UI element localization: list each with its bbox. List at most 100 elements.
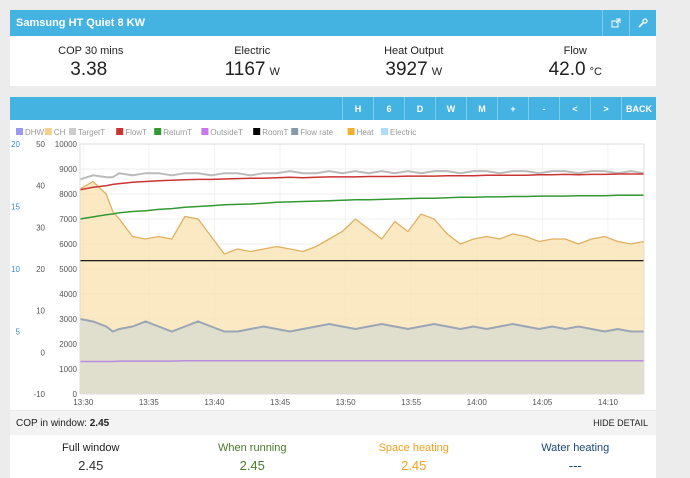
y-tick-power: 3000 <box>59 315 77 324</box>
y-tick-power: 10000 <box>55 140 78 149</box>
stat-label: COP 30 mins <box>58 45 124 57</box>
stat-flow: Flow 42.0 °C <box>495 36 657 86</box>
stat-value: 3927 <box>385 59 428 80</box>
range-month-button[interactable]: M <box>466 97 497 120</box>
summary-value: --- <box>568 458 582 473</box>
legend-swatch <box>69 128 76 135</box>
range-hour-button[interactable]: H <box>342 97 373 120</box>
stat-electric: Electric 1167 W <box>172 36 334 86</box>
y-tick-temp: 50 <box>36 140 45 149</box>
legend-item: TargetT <box>78 128 105 137</box>
stat-label: Heat Output <box>384 45 444 57</box>
summary-label: Full window <box>62 442 120 454</box>
zoom-out-button[interactable]: - <box>528 97 559 120</box>
y-tick-power: 2000 <box>59 340 77 349</box>
legend-swatch <box>253 128 261 135</box>
page-title: Samsung HT Quiet 8 KW <box>16 17 145 29</box>
cop-window-bar: COP in window: 2.45 HIDE DETAIL <box>10 411 656 435</box>
zoom-in-button[interactable]: + <box>497 97 528 120</box>
x-tick: 14:00 <box>467 398 488 407</box>
x-tick: 13:50 <box>336 398 357 407</box>
series-outsidet-line <box>80 359 644 363</box>
summary-value: 2.45 <box>239 458 265 473</box>
summary-full-window: Full window 2.45 <box>10 435 172 478</box>
graph-controls: H 6 D W M + - < > BACK <box>10 97 656 120</box>
summary-when-running: When running 2.45 <box>172 435 334 478</box>
pan-right-button[interactable]: > <box>590 97 621 120</box>
range-6h-button[interactable]: 6 <box>373 97 404 120</box>
range-day-button[interactable]: D <box>404 97 435 120</box>
stat-value: 42.0 <box>548 59 586 80</box>
y-tick-flow: 15 <box>11 203 20 212</box>
summary-value: 2.45 <box>78 458 104 473</box>
series-heat-line <box>79 180 645 255</box>
series-electric-area <box>80 319 644 394</box>
live-stats: COP 30 mins 3.38 Electric 1167 W Heat Out… <box>10 36 656 86</box>
y-tick-power: 6000 <box>59 240 77 249</box>
legend-swatch <box>347 128 355 135</box>
legend-swatch <box>381 128 388 135</box>
summary-label: Space heating <box>378 442 449 454</box>
legend-swatch <box>116 128 124 135</box>
summary-label: Water heating <box>541 442 610 454</box>
range-week-button[interactable]: W <box>435 97 466 120</box>
y-tick-temp: 30 <box>36 223 45 232</box>
legend-item: FlowT <box>125 128 147 137</box>
y-tick-power: 0 <box>73 390 78 399</box>
y-tick-power: 8000 <box>59 190 77 199</box>
stat-unit: °C <box>589 66 602 78</box>
y-tick-flow: 20 <box>11 140 20 149</box>
legend-item: OutsideT <box>210 128 243 137</box>
legend-item: CH <box>54 128 66 137</box>
summary-value: 2.45 <box>401 458 427 473</box>
legend-item: ReturnT <box>163 128 192 137</box>
stat-heat-output: Heat Output 3927 W <box>333 36 495 86</box>
cop-window-value: 2.45 <box>89 417 110 429</box>
series-electric-line <box>79 318 644 333</box>
legend-swatch <box>44 128 52 135</box>
y-tick-temp: 40 <box>36 182 45 191</box>
pan-left-button[interactable]: < <box>559 97 590 120</box>
cop-window-label: COP in window: <box>16 417 87 429</box>
series-flowt-line <box>79 173 644 191</box>
wrench-icon[interactable] <box>629 10 656 36</box>
back-button[interactable]: BACK <box>621 97 656 120</box>
legend-swatch <box>154 128 162 135</box>
y-tick-temp: 10 <box>36 307 45 316</box>
cop-window: COP in window: 2.45 <box>10 418 593 429</box>
x-tick: 13:30 <box>73 398 94 407</box>
hide-detail-button[interactable]: HIDE DETAIL <box>593 418 648 428</box>
legend-item: RoomT <box>262 128 288 137</box>
summary-space-heating: Space heating 2.45 <box>333 435 495 478</box>
legend-swatch <box>291 128 299 135</box>
app-header: Samsung HT Quiet 8 KW <box>10 10 656 36</box>
stat-unit: W <box>269 66 280 78</box>
y-tick-power: 9000 <box>59 165 77 174</box>
stat-label: Electric <box>234 45 271 57</box>
legend-item: Flow rate <box>300 128 333 137</box>
x-tick: 13:40 <box>204 398 225 407</box>
y-tick-temp: 0 <box>41 348 46 357</box>
x-tick: 14:10 <box>598 398 619 407</box>
y-tick-flow: 10 <box>11 265 20 274</box>
x-tick: 14:05 <box>532 398 553 407</box>
stat-value: 1167 <box>224 59 266 80</box>
export-icon[interactable] <box>602 10 629 36</box>
summary-label: When running <box>218 442 287 454</box>
stat-label: Flow <box>563 45 587 57</box>
series-returnt-line <box>79 194 644 220</box>
y-tick-temp: -10 <box>33 390 45 399</box>
plot-border <box>79 143 645 395</box>
cop-summary: Full window 2.45 When running 2.45 Space… <box>10 435 656 478</box>
chart-svg: DHW CH TargetT FlowT ReturnT OutsideT RoomT Flo… <box>11 128 645 407</box>
legend-item: Electric <box>390 128 416 137</box>
y-tick-temp: 20 <box>36 265 45 274</box>
x-tick: 13:35 <box>139 398 160 407</box>
y-tick-power: 1000 <box>59 365 77 374</box>
legend-swatch <box>201 128 209 135</box>
legend-item: Heat <box>357 128 375 137</box>
legend-swatch <box>16 128 23 135</box>
heatpump-graph: DHW CH TargetT FlowT ReturnT OutsideT RoomT Flo… <box>10 120 656 410</box>
stat-cop: COP 30 mins 3.38 <box>10 36 172 86</box>
y-tick-flow: 5 <box>16 328 21 337</box>
